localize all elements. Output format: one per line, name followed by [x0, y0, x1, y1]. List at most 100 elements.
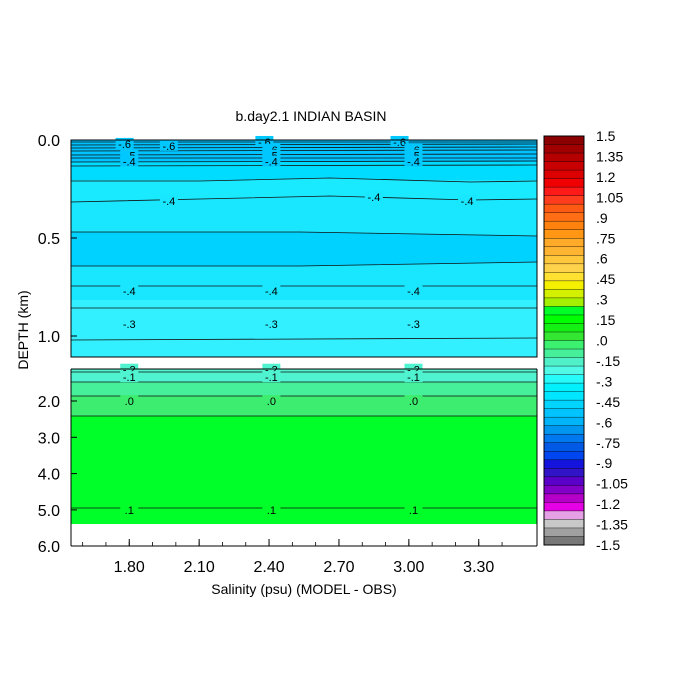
y-tick-label: 0.0	[38, 133, 60, 150]
colorbar-tick-label: -.9	[596, 455, 613, 471]
contour-line	[70, 160, 538, 163]
colorbar-swatch	[544, 204, 584, 214]
colorbar-frame	[543, 135, 585, 546]
contour-label-bg	[458, 194, 477, 206]
contour-label: -.1	[407, 372, 420, 384]
contour-label-bg	[262, 318, 281, 330]
contour-label-bg	[159, 194, 178, 206]
contour-label: -.3	[265, 319, 278, 331]
colorbar-swatch	[544, 417, 584, 427]
contour-label-bg	[404, 284, 423, 296]
contour-label: -.4	[407, 286, 420, 298]
colorbar-tick-label: 1.05	[596, 189, 623, 205]
contour-line	[70, 195, 538, 203]
colorbar-swatch	[544, 195, 584, 205]
colorbar-tick-label: -.6	[596, 414, 613, 430]
contour-label-bg	[404, 143, 423, 155]
contour-label: -.6	[393, 137, 406, 149]
colorbar-swatch	[544, 136, 584, 145]
contour-label: -.6	[118, 139, 131, 151]
colorbar-swatch	[544, 255, 584, 265]
x-tick-label: 1.80	[114, 559, 145, 576]
contour-label-bg	[262, 143, 281, 155]
colorbar-swatch	[544, 510, 584, 520]
contour-label-bg	[390, 135, 409, 147]
colorbar-swatch	[544, 391, 584, 401]
colorbar-tick-label: -1.05	[596, 476, 628, 492]
colorbar-swatch	[544, 297, 584, 307]
colorbar-swatch	[544, 331, 584, 341]
contour-label-bg	[115, 137, 134, 149]
colorbar-swatch	[544, 170, 584, 180]
colorbar-tick-label: -1.35	[596, 517, 628, 533]
colorbar-swatch	[544, 178, 584, 188]
contour-line	[70, 149, 538, 152]
y-tick-label: 2.0	[38, 394, 60, 411]
contour-label-bg	[120, 155, 139, 167]
colorbar-swatch	[544, 468, 584, 478]
colorbar-swatch	[544, 493, 584, 503]
colorbar-swatch	[544, 374, 584, 384]
contour-line	[70, 337, 538, 341]
colorbar-tick-label: .9	[596, 210, 608, 226]
contour-label-bg	[120, 395, 139, 406]
contour-line	[71, 231, 538, 237]
contour-label: .0	[125, 396, 134, 408]
colorbar-swatch	[544, 400, 584, 410]
contour-label: -.4	[265, 286, 278, 298]
contour-label-bg	[159, 139, 178, 151]
contour-label-bg	[262, 371, 281, 383]
colorbar-tick-label: .6	[596, 251, 608, 267]
colorbar-swatch	[544, 502, 584, 512]
colorbar-swatch	[544, 519, 584, 529]
contour-label: -.4	[123, 286, 136, 298]
y-tick-label: 1.0	[38, 329, 60, 346]
colorbar	[543, 135, 585, 546]
contour-label: -.4	[367, 192, 380, 204]
contour-label: .1	[409, 505, 418, 517]
colorbar-swatch	[544, 340, 584, 350]
colorbar-swatch	[544, 144, 584, 154]
y-tick-label: 4.0	[38, 467, 60, 484]
contour-label: .0	[409, 396, 418, 408]
y-tick-label: 0.5	[38, 231, 60, 248]
contour-line	[71, 177, 538, 183]
x-tick-label: 3.00	[393, 559, 424, 576]
colorbar-swatch	[544, 536, 584, 546]
contour-label-bg	[120, 503, 139, 515]
colorbar-tick-label: .3	[596, 292, 608, 308]
colorbar-swatch	[544, 485, 584, 495]
colorbar-swatch	[544, 357, 584, 367]
contour-label: -.4	[123, 157, 136, 169]
colorbar-swatch	[544, 425, 584, 435]
colorbar-tick-label: .75	[596, 230, 616, 246]
contour-label: -.6	[162, 141, 175, 153]
contour-label-bg	[120, 149, 139, 161]
colorbar-swatch	[544, 263, 584, 273]
contour-label-bg	[262, 155, 281, 167]
contour-label-bg	[404, 149, 423, 161]
colorbar-swatch	[544, 527, 584, 537]
y-tick-label: 6.0	[38, 539, 60, 556]
contour-label-bg	[404, 318, 423, 330]
contour-label: -.4	[162, 196, 175, 208]
colorbar-swatch	[544, 246, 584, 256]
colorbar-swatch	[544, 459, 584, 469]
colorbar-tick-label: -.45	[596, 394, 620, 410]
colorbar-swatch	[544, 153, 584, 162]
lower-panel: -.2-.1-.2-.1-.2-.1.0.0.0.1.1.1	[70, 363, 538, 547]
x-axis: 1.80 2.10 2.40 2.70 3.00 3.30	[114, 539, 494, 576]
contour-line	[70, 164, 538, 167]
colorbar-swatch	[544, 442, 584, 452]
y-tick-label: 3.0	[38, 430, 60, 447]
upper-panel: -.6-.6-.6-.6-.5-.4-.5-.4-.6-.6-.5-.4-.4-…	[70, 135, 538, 358]
colorbar-swatch	[544, 314, 584, 324]
contour-line	[71, 261, 538, 267]
colorbar-swatch	[544, 280, 584, 290]
colorbar-swatch	[544, 212, 584, 222]
contour-line	[70, 146, 538, 149]
colorbar-tick-label: 1.5	[596, 128, 616, 144]
colorbar-swatch	[544, 187, 584, 197]
colorbar-swatch	[544, 451, 584, 461]
